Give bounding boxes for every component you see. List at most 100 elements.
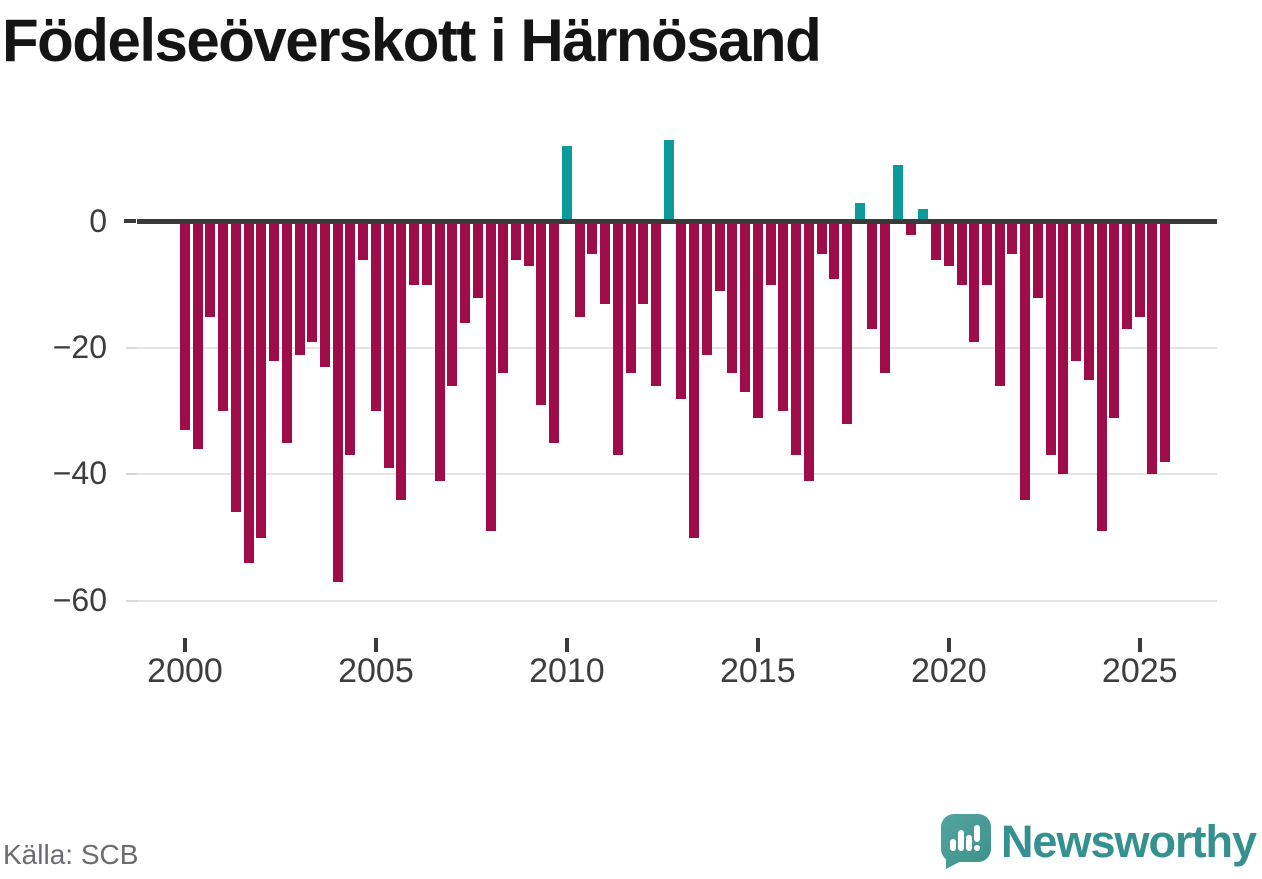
bar xyxy=(918,209,929,219)
bar xyxy=(294,224,305,355)
x-axis-label: 2020 xyxy=(910,652,987,690)
bar xyxy=(574,224,585,317)
x-axis-tick xyxy=(564,638,569,652)
bar xyxy=(370,224,381,412)
bar xyxy=(1134,224,1145,317)
bar xyxy=(1122,224,1133,330)
bar xyxy=(498,224,509,374)
bar xyxy=(587,224,598,254)
bar xyxy=(205,224,216,317)
bar xyxy=(905,224,916,235)
newsworthy-logo: Newsworthy xyxy=(940,814,1257,870)
bar xyxy=(434,224,445,481)
bar xyxy=(676,224,687,399)
bar xyxy=(536,224,547,405)
bar xyxy=(345,224,356,456)
y-axis-tick xyxy=(126,347,137,350)
x-axis-label: 2015 xyxy=(720,652,796,690)
bar xyxy=(523,224,534,267)
gridline xyxy=(137,599,1217,602)
bar xyxy=(994,224,1005,387)
bar xyxy=(256,224,267,538)
bar xyxy=(192,224,203,450)
y-axis-tick xyxy=(126,473,137,476)
bar xyxy=(1045,224,1056,456)
gridline xyxy=(137,473,1217,476)
bar xyxy=(1058,224,1069,475)
newsworthy-wordmark: Newsworthy xyxy=(1000,816,1257,867)
bar xyxy=(447,224,458,387)
bar xyxy=(358,224,369,260)
bar xyxy=(625,224,636,374)
bar xyxy=(396,224,407,500)
newsworthy-logo-mark bar-chart-icon xyxy=(940,814,991,869)
bar xyxy=(931,224,942,260)
bar xyxy=(332,224,343,582)
bar xyxy=(765,224,776,286)
bar xyxy=(1096,224,1107,532)
bar xyxy=(383,224,394,469)
bar xyxy=(956,224,967,286)
bar xyxy=(791,224,802,456)
bar xyxy=(472,224,483,298)
bar xyxy=(269,224,280,361)
y-axis-tick xyxy=(126,599,137,602)
bar xyxy=(485,224,496,532)
bar xyxy=(1032,224,1043,298)
x-axis-tick xyxy=(1137,638,1142,652)
y-axis-label: −40 xyxy=(52,455,107,492)
zero-axis-line xyxy=(137,219,1217,224)
bar xyxy=(1020,224,1031,500)
chart-title: Födelseöverskott i Härnösand xyxy=(2,7,822,74)
bar xyxy=(727,224,738,374)
bar xyxy=(460,224,471,323)
bar xyxy=(892,165,903,219)
bar xyxy=(320,224,331,368)
bar xyxy=(510,224,521,260)
y-axis-label: 0 xyxy=(89,203,107,239)
x-axis-label: 2000 xyxy=(147,652,223,690)
bar xyxy=(638,224,649,305)
bar xyxy=(218,224,229,412)
bar xyxy=(867,224,878,330)
bar xyxy=(829,224,840,279)
bar xyxy=(243,224,254,563)
bar xyxy=(981,224,992,286)
bar xyxy=(1007,224,1018,254)
x-axis-tick xyxy=(946,638,951,652)
x-axis-tick xyxy=(755,638,760,652)
y-axis-tick-zero xyxy=(124,219,136,223)
bar xyxy=(752,224,763,418)
bar xyxy=(880,224,891,374)
bar xyxy=(663,139,674,219)
bar xyxy=(943,224,954,267)
source-caption: Källa: SCB xyxy=(3,839,139,870)
bar xyxy=(714,224,725,292)
bar xyxy=(803,224,814,481)
x-axis-label: 2025 xyxy=(1101,652,1178,690)
bar xyxy=(612,224,623,456)
bar xyxy=(701,224,712,355)
bar xyxy=(409,224,420,286)
x-axis-label: 2010 xyxy=(529,652,605,690)
bar xyxy=(230,224,241,513)
bar xyxy=(969,224,980,342)
x-axis-label: 2005 xyxy=(338,652,414,690)
bar xyxy=(816,224,827,254)
bar xyxy=(1109,224,1120,418)
bar xyxy=(1083,224,1094,380)
x-axis-tick xyxy=(373,638,378,652)
bar xyxy=(281,224,292,443)
bar xyxy=(561,146,572,219)
bar xyxy=(600,224,611,305)
bar xyxy=(854,203,865,219)
bar xyxy=(778,224,789,412)
y-axis-label: −20 xyxy=(52,329,107,366)
bar xyxy=(1160,224,1171,462)
bar xyxy=(651,224,661,387)
y-axis-label: −60 xyxy=(52,581,107,618)
bar xyxy=(740,224,751,393)
bar xyxy=(689,224,700,538)
